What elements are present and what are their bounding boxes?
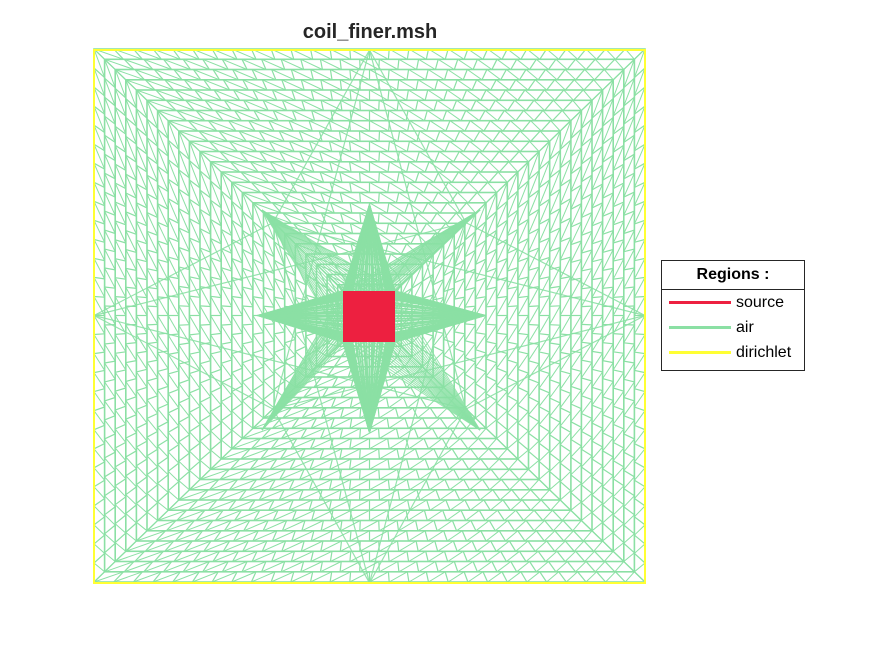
legend-swatch-air	[669, 326, 731, 329]
legend-title: Regions :	[662, 261, 804, 290]
legend-entry-air: air	[662, 315, 804, 340]
legend-swatch-dirichlet	[669, 351, 731, 354]
figure-title: coil_finer.msh	[302, 21, 438, 43]
legend-label-dirichlet: dirichlet	[736, 344, 792, 361]
legend-label-air: air	[736, 319, 754, 336]
legend-entry-dirichlet: dirichlet	[662, 340, 804, 365]
legend-label-source: source	[736, 294, 785, 311]
dirichlet-boundary	[93, 49, 646, 584]
legend-entry-source: source	[662, 290, 804, 315]
legend: Regions : source air dirichlet	[661, 260, 805, 371]
source-region	[343, 291, 395, 342]
legend-swatch-source	[669, 301, 731, 304]
